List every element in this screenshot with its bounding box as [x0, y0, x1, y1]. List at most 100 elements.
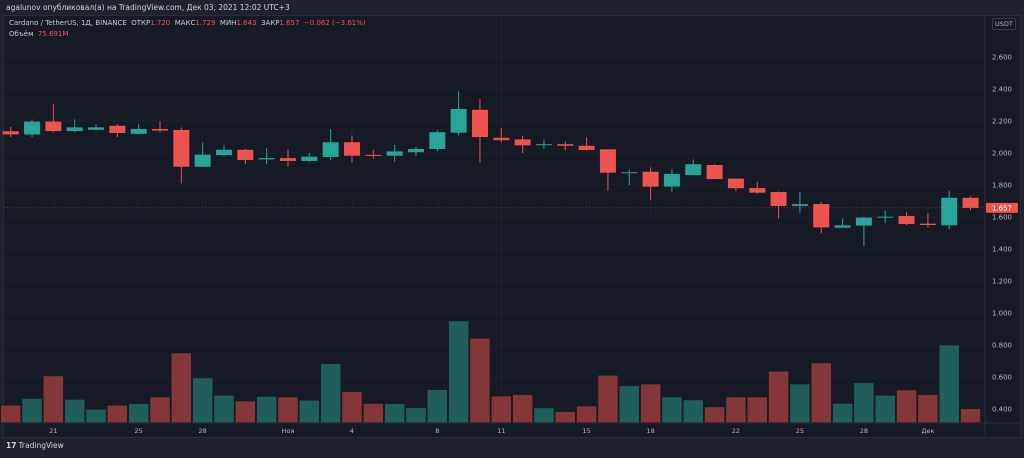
candle-body: [834, 225, 851, 228]
price-tick-label: 0.800: [992, 342, 1012, 350]
high-label: МАКС: [174, 19, 196, 27]
candle-body: [173, 129, 190, 167]
candle-body: [322, 142, 339, 157]
volume-bar: [533, 407, 555, 423]
price-tick-label: 2.600: [992, 54, 1012, 62]
price-tick-label: 0.400: [992, 406, 1012, 414]
low-label: МИН: [219, 19, 237, 27]
publish-info: agalunov опубликовал(а) на TradingView.c…: [0, 0, 1024, 15]
close-value: 1.657: [279, 19, 300, 27]
volume-bar: [107, 405, 128, 423]
candle-body: [471, 109, 488, 137]
time-tick-label: 21: [49, 427, 57, 435]
volume-bar: [192, 377, 213, 423]
price-tick-label: 1.200: [992, 278, 1012, 286]
candle-body: [24, 121, 41, 135]
volume-bar: [299, 400, 320, 423]
candle-body: [621, 172, 638, 174]
low-value: 1.643: [236, 19, 257, 27]
volume-bar: [576, 405, 597, 423]
candle-body: [514, 139, 531, 146]
price-tick-label: 2.200: [992, 118, 1012, 126]
time-tick-label: 11: [497, 427, 505, 435]
candle-body: [407, 149, 424, 153]
candle-body: [706, 165, 723, 180]
candle-body: [557, 144, 574, 146]
candle-body: [45, 121, 62, 132]
price-tick-label: 1.600: [992, 214, 1012, 222]
volume-bar: [640, 383, 661, 423]
volume-bar: [832, 403, 853, 423]
volume-bar: [725, 396, 747, 423]
candle-body: [813, 204, 830, 228]
tradingview-logo[interactable]: 17 TradingView: [6, 441, 64, 450]
candle-body: [88, 127, 105, 130]
candle-body: [343, 142, 360, 156]
price-tick-label: 2.000: [992, 150, 1012, 158]
chart-pane[interactable]: [3, 15, 1021, 438]
candle-body: [919, 223, 936, 225]
legend-price-row: Cardano / TetherUS, 1Д, BINANCE ОТКР1.72…: [9, 18, 366, 29]
candle-body: [941, 197, 958, 226]
candle-body: [791, 204, 808, 206]
candle-body: [599, 149, 616, 173]
high-value: 1.729: [195, 19, 216, 27]
time-tick-label: 22: [732, 427, 740, 435]
candle-body: [216, 149, 232, 156]
candle-body: [279, 158, 296, 161]
open-value: 1.720: [150, 19, 171, 27]
volume-bar: [363, 403, 384, 423]
price-tick-label: 2.400: [992, 86, 1012, 94]
volume-bar: [149, 396, 171, 423]
candle-body: [493, 137, 510, 141]
time-tick-label: 8: [435, 427, 439, 435]
volume-bar: [619, 385, 640, 423]
volume-bar: [661, 396, 683, 423]
open-label: ОТКР: [131, 19, 151, 27]
volume-bar: [597, 375, 619, 423]
price-tick-label: 1.400: [992, 246, 1012, 254]
legend-volume-row: Объём 75.691M: [9, 29, 366, 40]
tradingview-logo-icon: 17: [6, 441, 17, 450]
price-tick-label: 1.800: [992, 182, 1012, 190]
volume-bar: [704, 406, 725, 423]
volume-bar: [896, 389, 917, 423]
volume-bar: [469, 338, 491, 423]
time-tick-label: 28: [199, 427, 207, 435]
volume-bar: [43, 375, 64, 423]
volume-bar: [789, 383, 811, 423]
legend: Cardano / TetherUS, 1Д, BINANCE ОТКР1.72…: [9, 18, 366, 40]
symbol-name[interactable]: Cardano / TetherUS, 1Д, BINANCE: [9, 19, 127, 27]
candle-body: [365, 154, 382, 156]
volume-bar: [768, 371, 789, 423]
time-tick-label: 28: [860, 427, 868, 435]
candle-body: [898, 216, 915, 225]
candle-body: [962, 197, 979, 208]
candle-body: [386, 151, 403, 156]
volume-bar: [555, 411, 576, 423]
candle-body: [130, 129, 147, 134]
volume-bar: [235, 400, 256, 423]
candle-body: [727, 178, 744, 189]
candle-body: [450, 109, 467, 133]
candle-body: [749, 188, 766, 193]
volume-bar: [64, 399, 85, 423]
brand-name: TradingView: [18, 441, 64, 450]
time-tick-label: 18: [646, 427, 654, 435]
candle-body: [877, 216, 894, 218]
volume-bar: [256, 396, 277, 423]
time-tick-label: 4: [350, 427, 354, 435]
volume-bar: [683, 399, 704, 423]
candle-body: [578, 145, 595, 150]
volume-bar: [171, 352, 192, 423]
price-tick-label: 0.600: [992, 374, 1012, 382]
candle-body: [685, 164, 702, 176]
currency-button[interactable]: USDT: [992, 18, 1016, 30]
candle-body: [109, 125, 126, 133]
candle-body: [66, 127, 83, 132]
last-price-badge: [986, 202, 1018, 213]
time-tick-label: 25: [135, 427, 143, 435]
candle-body: [429, 132, 446, 149]
volume-label[interactable]: Объём: [9, 30, 34, 38]
